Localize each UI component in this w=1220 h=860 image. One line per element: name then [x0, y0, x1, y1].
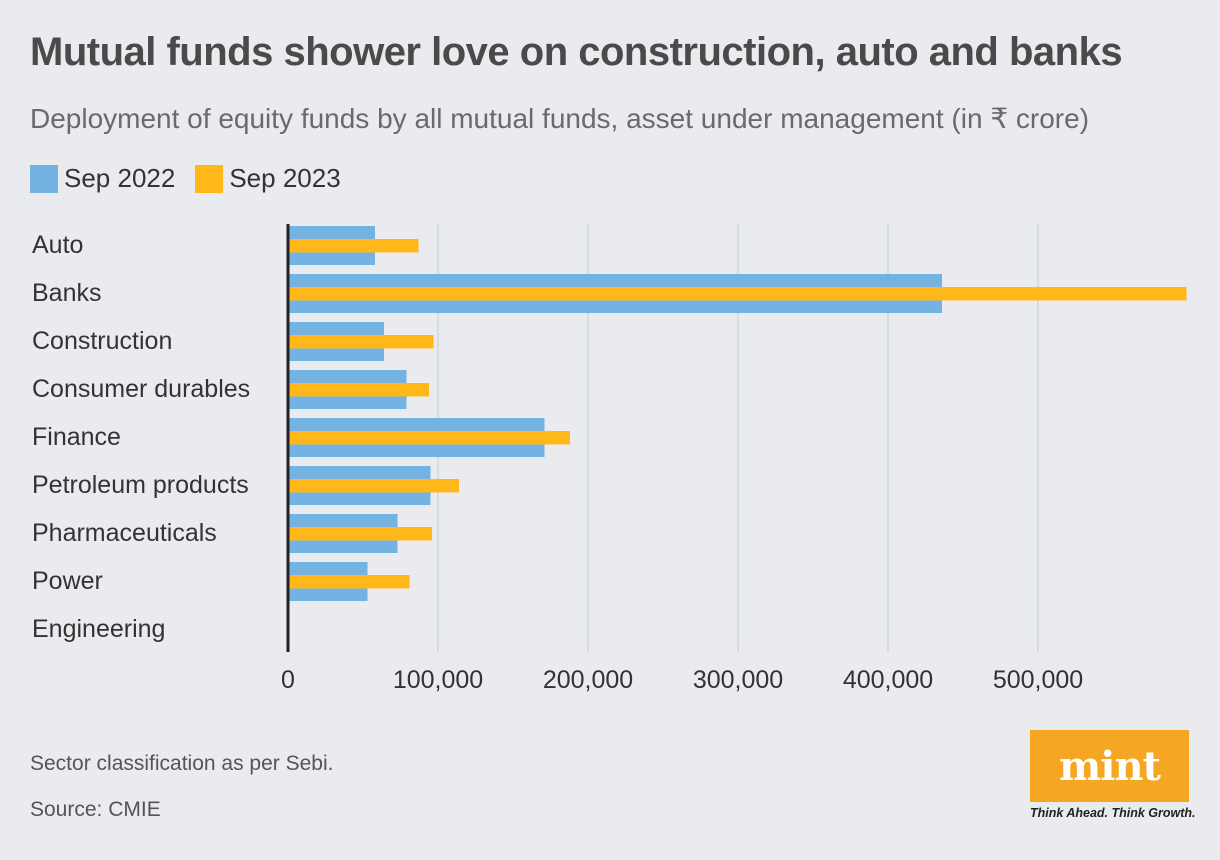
bar-sep-2022-consumer-durables-bottom	[288, 396, 407, 409]
x-tick-label-3: 300,000	[693, 666, 783, 694]
bar-sep-2022-petroleum-products-top	[288, 466, 431, 479]
category-label-pharmaceuticals: Pharmaceuticals	[32, 519, 217, 547]
bar-sep-2022-finance-bottom	[288, 444, 545, 457]
x-tick-label-1: 100,000	[393, 666, 483, 694]
mint-logo: mint	[1030, 730, 1189, 802]
bar-sep-2023-pharmaceuticals	[288, 527, 432, 541]
legend-swatch-sep-2023	[195, 164, 224, 193]
bar-sep-2022-consumer-durables-top	[288, 370, 407, 383]
bar-sep-2023-consumer-durables	[288, 383, 429, 397]
category-label-consumer-durables: Consumer durables	[32, 375, 250, 403]
category-label-auto: Auto	[32, 231, 83, 259]
category-label-petroleum-products: Petroleum products	[32, 471, 249, 499]
legend-item-sep-2022: Sep 2022	[30, 163, 175, 194]
bar-chart: Auto Banks Construction Consumer durables Fi…	[32, 224, 1187, 694]
bar-sep-2022-power-bottom	[288, 588, 368, 601]
mint-tagline: Think Ahead. Think Growth.	[1030, 806, 1196, 820]
bar-sep-2023-power	[288, 575, 410, 589]
category-label-power: Power	[32, 567, 103, 595]
bar-sep-2022-finance-top	[288, 418, 545, 431]
bar-sep-2022-power-top	[288, 562, 368, 575]
category-label-banks: Banks	[32, 279, 101, 307]
bar-sep-2022-petroleum-products-bottom	[288, 492, 431, 505]
bar-sep-2023-auto	[288, 239, 419, 253]
legend-item-sep-2023: Sep 2023	[195, 163, 341, 194]
legend-label-sep-2022: Sep 2022	[64, 163, 176, 193]
x-tick-label-0: 0	[281, 666, 295, 694]
x-tick-label-4: 400,000	[843, 666, 933, 694]
bar-sep-2023-construction	[288, 335, 434, 349]
bar-sep-2022-banks-bottom	[288, 300, 942, 313]
x-tick-label-5: 500,000	[993, 666, 1083, 694]
source-note: Source: CMIE	[30, 798, 161, 821]
bar-sep-2022-pharmaceuticals-top	[288, 514, 398, 527]
category-label-engineering: Engineering	[32, 615, 165, 643]
footnote: Sector classification as per Sebi.	[30, 752, 334, 775]
chart-title: Mutual funds shower love on construction…	[30, 30, 1123, 74]
mint-logo-text: mint	[1058, 742, 1161, 790]
bar-sep-2022-banks-top	[288, 274, 942, 287]
legend: Sep 2022 Sep 2023	[30, 163, 361, 194]
x-tick-label-2: 200,000	[543, 666, 633, 694]
category-label-construction: Construction	[32, 327, 172, 355]
chart-subtitle: Deployment of equity funds by all mutual…	[30, 103, 1090, 134]
bar-sep-2023-banks	[288, 287, 1187, 301]
bar-sep-2023-finance	[288, 431, 570, 445]
bar-sep-2023-petroleum-products	[288, 479, 459, 493]
bar-sep-2022-auto-top	[288, 226, 375, 239]
category-label-finance: Finance	[32, 423, 121, 451]
legend-label-sep-2023: Sep 2023	[229, 163, 341, 193]
legend-swatch-sep-2022	[30, 164, 58, 193]
bar-sep-2022-construction-bottom	[288, 348, 384, 361]
bar-sep-2022-auto-bottom	[288, 252, 375, 265]
bar-sep-2022-pharmaceuticals-bottom	[288, 540, 398, 553]
bar-sep-2022-construction-top	[288, 322, 384, 335]
